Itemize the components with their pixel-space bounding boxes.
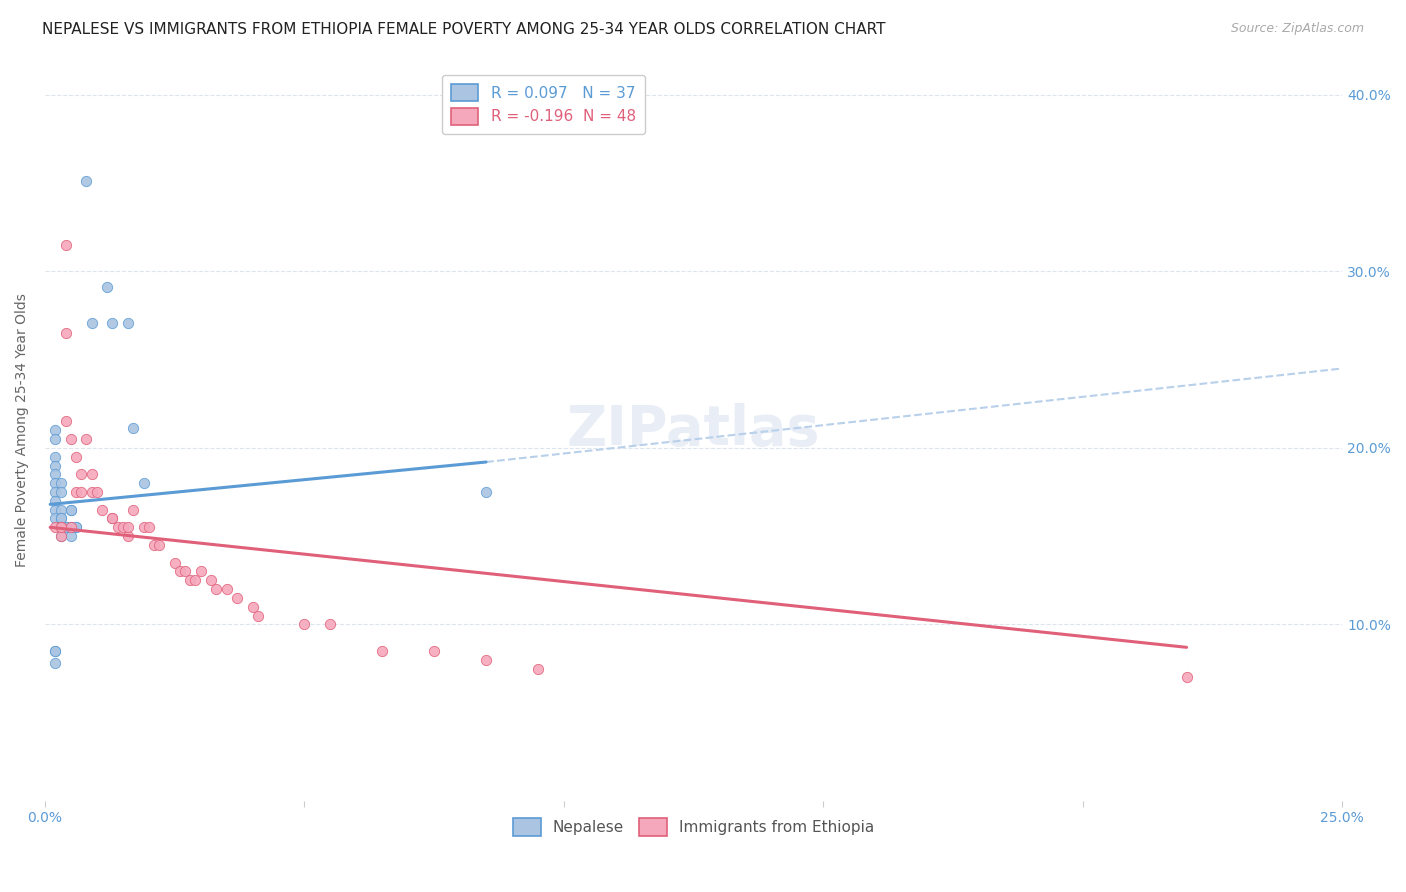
Point (44, 502, 66, 516)
Point (246, 608, 269, 623)
Point (44, 520, 66, 534)
Point (96, 280, 118, 294)
Point (44, 511, 66, 525)
Point (475, 485, 498, 500)
Point (117, 529, 139, 543)
Point (91, 502, 114, 516)
Point (101, 511, 124, 525)
Point (44, 423, 66, 437)
Point (142, 538, 165, 552)
Point (117, 316, 139, 330)
Point (371, 644, 394, 658)
Point (44, 467, 66, 482)
Point (80, 485, 103, 500)
Point (319, 617, 342, 632)
Point (138, 520, 160, 534)
Point (205, 582, 228, 596)
Point (107, 520, 129, 534)
Point (59, 432, 82, 446)
Point (190, 565, 212, 579)
Point (49, 511, 72, 525)
Point (226, 591, 249, 605)
Legend: Nepalese, Immigrants from Ethiopia: Nepalese, Immigrants from Ethiopia (503, 809, 883, 845)
Point (174, 565, 197, 579)
Point (44, 657, 66, 671)
Point (55, 326, 77, 341)
Point (101, 316, 124, 330)
Point (55, 520, 77, 534)
Point (65, 520, 87, 534)
Point (179, 574, 201, 588)
Point (527, 661, 550, 675)
Point (44, 485, 66, 500)
Point (80, 467, 103, 482)
Point (59, 520, 82, 534)
Point (59, 502, 82, 516)
Point (55, 520, 77, 534)
Point (65, 450, 87, 464)
Point (86, 485, 108, 500)
Point (55, 414, 77, 428)
Point (44, 458, 66, 473)
Point (59, 529, 82, 543)
Text: NEPALESE VS IMMIGRANTS FROM ETHIOPIA FEMALE POVERTY AMONG 25-34 YEAR OLDS CORREL: NEPALESE VS IMMIGRANTS FROM ETHIOPIA FEM… (42, 22, 886, 37)
Point (200, 574, 222, 588)
Text: ZIPatlas: ZIPatlas (567, 403, 820, 458)
Point (423, 644, 446, 658)
Y-axis label: Female Poverty Among 25-34 Year Olds: Female Poverty Among 25-34 Year Olds (15, 293, 30, 567)
Point (65, 485, 87, 500)
Point (215, 582, 238, 596)
Point (55, 238, 77, 252)
Point (132, 476, 155, 491)
Point (163, 556, 186, 570)
Point (117, 520, 139, 534)
Point (49, 520, 72, 534)
Point (44, 644, 66, 658)
Point (76, 432, 98, 446)
Point (65, 520, 87, 534)
Point (49, 511, 72, 525)
Point (294, 617, 316, 632)
Point (49, 520, 72, 534)
Point (49, 529, 72, 543)
Point (44, 476, 66, 491)
Point (49, 502, 72, 516)
Point (132, 520, 155, 534)
Point (101, 511, 124, 525)
Point (59, 502, 82, 516)
Point (111, 520, 134, 534)
Point (44, 450, 66, 464)
Point (70, 467, 93, 482)
Point (49, 529, 72, 543)
Point (76, 174, 98, 188)
Point (80, 316, 103, 330)
Point (49, 476, 72, 491)
Point (122, 421, 145, 435)
Point (49, 485, 72, 500)
Point (148, 538, 170, 552)
Point (169, 565, 191, 579)
Point (475, 653, 498, 667)
Text: Source: ZipAtlas.com: Source: ZipAtlas.com (1230, 22, 1364, 36)
Point (59, 520, 82, 534)
Point (184, 574, 207, 588)
Point (70, 485, 93, 500)
Point (49, 520, 72, 534)
Point (44, 493, 66, 508)
Point (242, 599, 264, 614)
Point (44, 432, 66, 446)
Point (1175, 670, 1198, 684)
Point (44, 644, 66, 658)
Point (55, 520, 77, 534)
Point (122, 502, 145, 516)
